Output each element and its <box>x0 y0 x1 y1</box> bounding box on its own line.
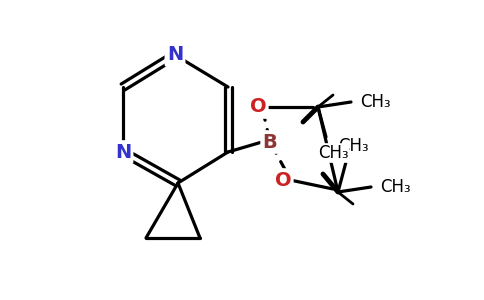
Text: CH₃: CH₃ <box>360 93 391 111</box>
Text: N: N <box>115 142 131 161</box>
Text: O: O <box>275 170 291 190</box>
Text: CH₃: CH₃ <box>318 144 348 162</box>
Text: O: O <box>250 98 266 116</box>
Text: N: N <box>167 46 183 64</box>
Text: B: B <box>263 133 277 152</box>
Text: CH₃: CH₃ <box>380 178 410 196</box>
Text: CH₃: CH₃ <box>338 137 369 155</box>
